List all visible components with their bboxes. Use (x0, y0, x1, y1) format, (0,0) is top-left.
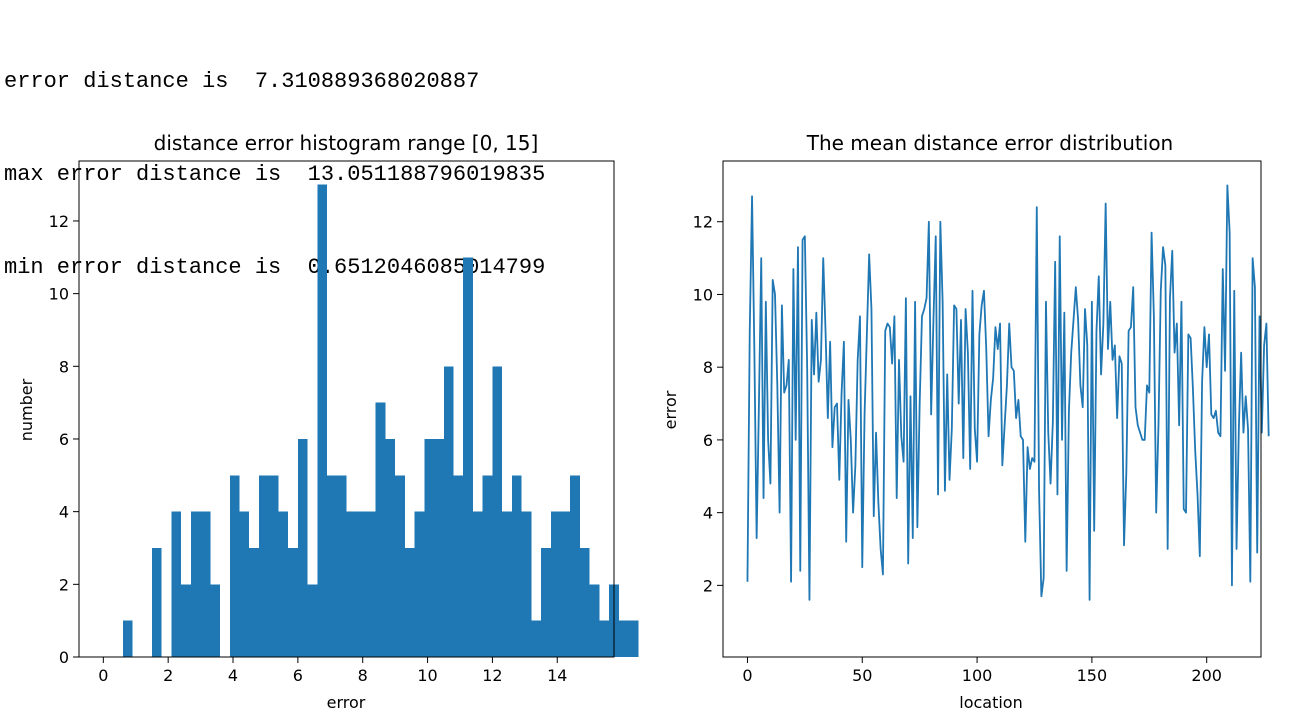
histogram-bar (531, 620, 542, 657)
histogram-bar (151, 547, 162, 657)
histogram-bar (541, 547, 551, 657)
histogram-x-ticks: 0 2 4 6 8 10 12 14 (98, 657, 567, 685)
histogram-bar (404, 547, 415, 657)
line-chart-frame (722, 160, 1262, 658)
histogram-bar (249, 547, 259, 657)
line-y-tick-label: 12 (693, 213, 713, 232)
histogram-y-tick-label: 0 (59, 648, 69, 667)
histogram-y-tick-label: 10 (49, 285, 69, 304)
histogram-x-label: error (327, 693, 366, 712)
histogram-bar (550, 511, 561, 657)
histogram-bar (327, 475, 337, 657)
histogram-bar (375, 402, 386, 657)
histogram-x-tick-label: 14 (547, 666, 567, 685)
histogram-bar (307, 584, 318, 657)
histogram-bar (239, 511, 250, 657)
histogram-x-tick-label: 8 (358, 666, 368, 685)
histogram-bar (434, 438, 444, 657)
histogram-bar (472, 511, 483, 657)
line-y-tick-label: 2 (703, 576, 713, 595)
line-x-tick-label: 200 (1191, 666, 1222, 685)
line-x-tick-label: 150 (1077, 666, 1108, 685)
line-y-tick-label: 6 (703, 431, 713, 450)
histogram-bar (443, 366, 454, 657)
histogram-bar (599, 620, 610, 657)
histogram-y-tick-label: 6 (59, 430, 69, 449)
histogram-x-tick-label: 12 (482, 666, 502, 685)
histogram-bar (502, 511, 512, 657)
histogram-bar (200, 511, 211, 657)
histogram-bar (190, 511, 201, 657)
histogram-bar (492, 366, 503, 657)
histogram-bar (181, 584, 191, 657)
line-chart-title: The mean distance error distribution (806, 131, 1173, 155)
histogram-bar (482, 475, 493, 657)
histogram-bar (589, 584, 600, 657)
histogram-bar (395, 475, 405, 657)
histogram-bar (356, 511, 366, 657)
histogram-bar (618, 620, 629, 657)
histogram-x-tick-label: 4 (228, 666, 238, 685)
histogram-bar (346, 511, 357, 657)
line-x-tick-label: 100 (962, 666, 993, 685)
histogram-bar (365, 511, 376, 657)
histogram-bar (463, 257, 473, 657)
line-chart-y-label: error (661, 390, 680, 429)
histogram-y-tick-label: 12 (49, 212, 69, 231)
histogram-bar (122, 620, 133, 657)
histogram-bar (579, 547, 590, 657)
histogram-bar (570, 475, 580, 657)
histogram-x-tick-label: 6 (293, 666, 303, 685)
histogram-y-label: number (17, 378, 36, 441)
line-chart-x-ticks: 0 50 100 150 200 (742, 657, 1222, 685)
histogram-y-ticks: 0 2 4 6 8 10 12 (49, 212, 79, 667)
line-y-tick-label: 10 (693, 285, 713, 304)
line-x-tick-label: 0 (742, 666, 752, 685)
histogram-bar (268, 475, 279, 657)
line-chart-y-ticks: 2 4 6 8 10 12 (693, 213, 723, 595)
histogram-title: distance error histogram range [0, 15] (154, 131, 539, 155)
line-series-error (746, 184, 1270, 601)
histogram-bar (385, 438, 396, 657)
histogram-bar (521, 511, 532, 657)
console-output: error distance is 7.310889368020887 max … (4, 4, 545, 314)
histogram-bar (288, 547, 298, 657)
histogram-bar (278, 511, 289, 657)
histogram-bar (628, 620, 639, 657)
histogram-chart: distance error histogram range [0, 15] 0… (17, 131, 639, 712)
line-chart: The mean distance error distribution 0 50… (661, 131, 1270, 712)
histogram-y-tick-label: 4 (59, 503, 69, 522)
histogram-bar (414, 511, 425, 657)
console-line-min: min error distance is 0.6512046085014799 (4, 255, 546, 280)
histogram-x-tick-label: 10 (417, 666, 437, 685)
histogram-bar (171, 511, 182, 657)
histogram-bar (336, 475, 347, 657)
line-chart-x-label: location (959, 693, 1022, 712)
line-x-tick-label: 50 (852, 666, 872, 685)
line-y-tick-label: 4 (703, 504, 713, 523)
histogram-y-tick-label: 2 (59, 575, 69, 594)
histogram-bar (210, 584, 221, 657)
histogram-frame (78, 160, 615, 658)
console-line-max: max error distance is 13.051188796019835 (4, 162, 546, 187)
histogram-bar (453, 475, 464, 657)
histogram-y-tick-label: 8 (59, 357, 69, 376)
histogram-bar (511, 475, 522, 657)
histogram-x-tick-label: 2 (163, 666, 173, 685)
histogram-bar (560, 511, 571, 657)
histogram-bar (424, 438, 435, 657)
histogram-bar (297, 438, 308, 657)
histogram-x-tick-label: 0 (98, 666, 108, 685)
histogram-bar (229, 475, 240, 657)
histogram-bar (258, 475, 269, 657)
histogram-bars (122, 184, 639, 657)
line-y-tick-label: 8 (703, 358, 713, 377)
histogram-bar (317, 184, 328, 657)
console-line-mean: error distance is 7.310889368020887 (4, 69, 480, 94)
